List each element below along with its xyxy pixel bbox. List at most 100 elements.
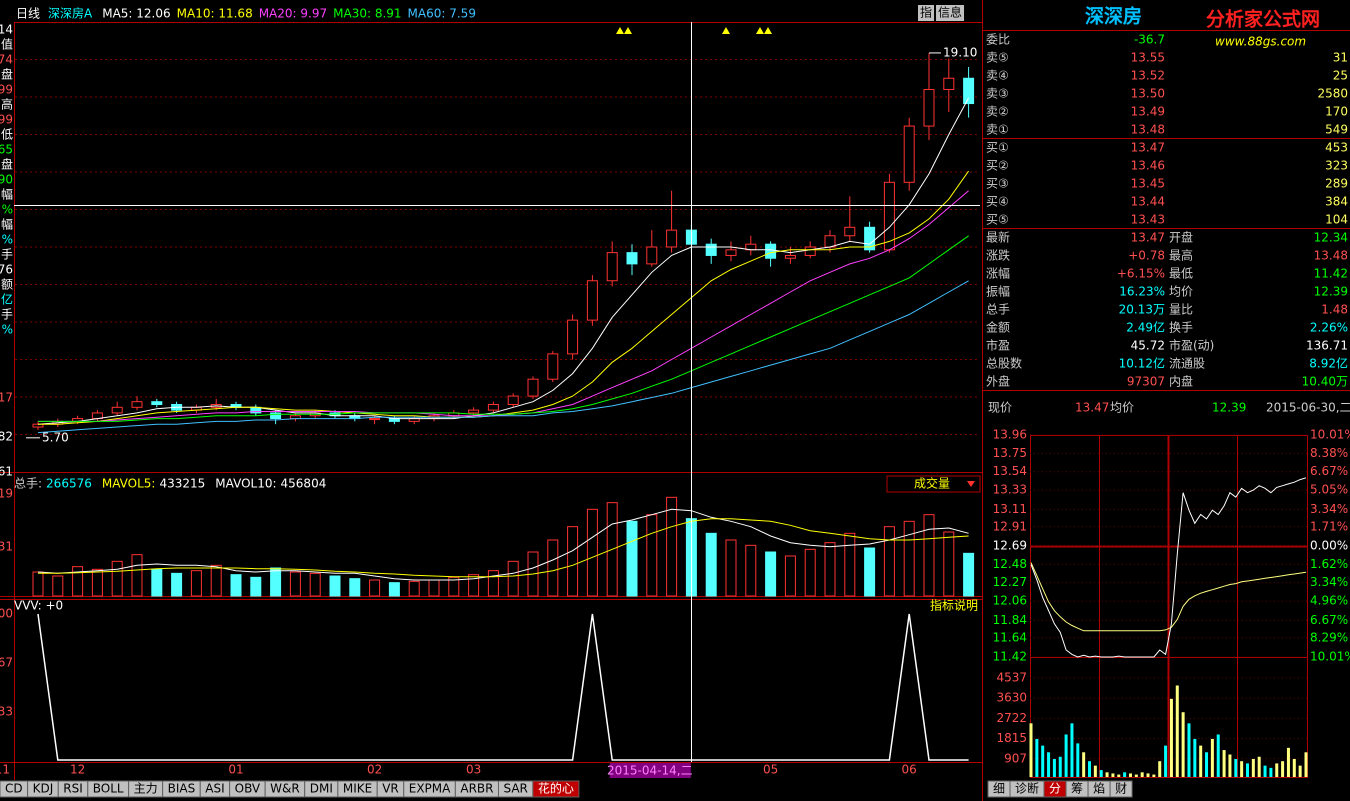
quote-title: 深深房 bbox=[1085, 5, 1142, 28]
side-tab-label[interactable]: 焰 bbox=[1093, 781, 1105, 796]
tab-label[interactable]: BIAS bbox=[168, 782, 196, 796]
vol-tick-label: 3630 bbox=[996, 691, 1027, 705]
candle-body bbox=[586, 280, 598, 321]
y-tick-label: 13.33 bbox=[993, 483, 1027, 497]
candle-body bbox=[943, 77, 955, 90]
intraday-volume-bar bbox=[1257, 756, 1261, 777]
volume-bar bbox=[903, 520, 915, 597]
intraday-volume-bar bbox=[1088, 761, 1092, 777]
intraday-volume-bar bbox=[1140, 772, 1144, 777]
candle-body bbox=[527, 378, 539, 397]
volume-selector[interactable] bbox=[886, 475, 981, 493]
tab-label[interactable]: EXPMA bbox=[409, 782, 451, 796]
button-label[interactable]: 信息 bbox=[938, 5, 962, 20]
vol-tick-label: 2722 bbox=[996, 711, 1027, 725]
volume-bar bbox=[171, 572, 183, 597]
stat-label: 开盘 bbox=[1169, 230, 1193, 245]
button[interactable] bbox=[918, 5, 935, 21]
tab-label[interactable]: W&R bbox=[270, 782, 300, 796]
candle-body bbox=[963, 77, 975, 105]
stat-label: 总手 bbox=[986, 303, 1010, 317]
stat-value: 45.72 bbox=[1131, 339, 1165, 353]
book-volume: 31 bbox=[1333, 51, 1348, 65]
volume-bar bbox=[289, 571, 301, 597]
ma-legend: MA30: 8.91 bbox=[333, 7, 401, 21]
ma-legend: MA20: 9.97 bbox=[259, 7, 327, 21]
pct-tick-label: 8.29% bbox=[1310, 630, 1348, 644]
intraday-volume-bar bbox=[1169, 698, 1173, 777]
volume-selector-label[interactable]: 成交量 bbox=[914, 476, 950, 491]
side-tab-label[interactable]: 分 bbox=[1049, 782, 1061, 796]
axis-label: 67 bbox=[0, 656, 13, 670]
volume-bar bbox=[151, 568, 163, 597]
button-label[interactable]: 指 bbox=[920, 5, 932, 20]
button[interactable] bbox=[936, 5, 965, 21]
volume-bar bbox=[448, 576, 460, 597]
candle-body bbox=[784, 254, 796, 259]
candle-body bbox=[468, 409, 480, 414]
pct-tick-label: 5.05% bbox=[1310, 483, 1348, 497]
intraday-volume-bar bbox=[1076, 743, 1080, 777]
candle-body bbox=[606, 252, 618, 282]
stat-value: +6.15% bbox=[1117, 267, 1165, 281]
volume-bar bbox=[883, 526, 895, 597]
stat-value: 12.39 bbox=[1314, 285, 1348, 299]
tab-label[interactable]: ASI bbox=[205, 782, 224, 796]
intraday-volume-bar bbox=[1199, 745, 1203, 777]
mavol-line bbox=[37, 508, 969, 581]
side-tab-label[interactable]: 财 bbox=[1115, 782, 1127, 796]
intraday-header: 2015-06-30,二 bbox=[1266, 401, 1350, 415]
tab-label[interactable]: OBV bbox=[235, 782, 261, 796]
tab-label[interactable]: CD bbox=[5, 782, 23, 796]
book-volume: 453 bbox=[1325, 141, 1348, 155]
candle-body bbox=[131, 401, 143, 408]
x-tick-label: 12 bbox=[70, 763, 85, 777]
tab-label[interactable]: ARBR bbox=[460, 782, 493, 796]
volume-bar bbox=[705, 532, 717, 597]
indicator-help[interactable]: 指标说明 bbox=[930, 598, 978, 613]
intraday-volume-bar bbox=[1105, 772, 1109, 777]
volume-bar bbox=[765, 551, 777, 597]
left-label: 幅 bbox=[1, 187, 13, 202]
volume-bar bbox=[547, 539, 559, 597]
left-label: 76 bbox=[0, 263, 13, 277]
signal bbox=[722, 27, 730, 34]
tab-label[interactable]: 花的心 bbox=[538, 781, 574, 796]
y-tick-label: 12.27 bbox=[993, 575, 1027, 589]
logo: 分析家公式网 bbox=[1206, 8, 1320, 31]
volume-bar bbox=[72, 566, 84, 597]
tab-label[interactable]: MIKE bbox=[343, 782, 372, 796]
tab-label[interactable]: 主力 bbox=[134, 782, 158, 796]
book-volume: 170 bbox=[1325, 105, 1348, 119]
tab-label[interactable]: RSI bbox=[63, 782, 83, 796]
volume-bar bbox=[408, 580, 420, 597]
tab-label[interactable]: SAR bbox=[503, 782, 527, 796]
intraday-volume-bar bbox=[1035, 738, 1039, 777]
volume-bar bbox=[369, 579, 381, 597]
signal bbox=[756, 27, 764, 34]
tab-label[interactable]: DMI bbox=[310, 782, 333, 796]
pct-tick-label: 3.34% bbox=[1310, 575, 1348, 589]
intraday-volume-bar bbox=[1286, 747, 1290, 777]
side-tab-label[interactable]: 诊断 bbox=[1015, 781, 1039, 796]
candle-body bbox=[547, 353, 559, 380]
side-tab-label[interactable]: 细 bbox=[993, 782, 1005, 796]
dropdown-arrow[interactable] bbox=[967, 481, 975, 487]
book-label: 买④ bbox=[986, 195, 1009, 209]
tab-label[interactable]: BOLL bbox=[93, 782, 124, 796]
book-label: 卖⑤ bbox=[986, 51, 1009, 65]
tab[interactable] bbox=[532, 780, 580, 798]
axis-label: 19 bbox=[0, 487, 13, 501]
y-tick-label: 12.91 bbox=[993, 519, 1027, 533]
axis-label: 17 bbox=[0, 391, 13, 405]
side-tab-label[interactable]: 筹 bbox=[1071, 782, 1083, 796]
tab-label[interactable]: KDJ bbox=[33, 782, 54, 796]
y-tick-label: 12.69 bbox=[993, 539, 1027, 553]
tab-label[interactable]: VR bbox=[382, 782, 399, 796]
stat-label: 涨跌 bbox=[986, 248, 1010, 263]
left-label: % bbox=[2, 203, 13, 217]
side-tab[interactable] bbox=[1109, 780, 1133, 798]
axis-label: 82 bbox=[0, 430, 13, 444]
